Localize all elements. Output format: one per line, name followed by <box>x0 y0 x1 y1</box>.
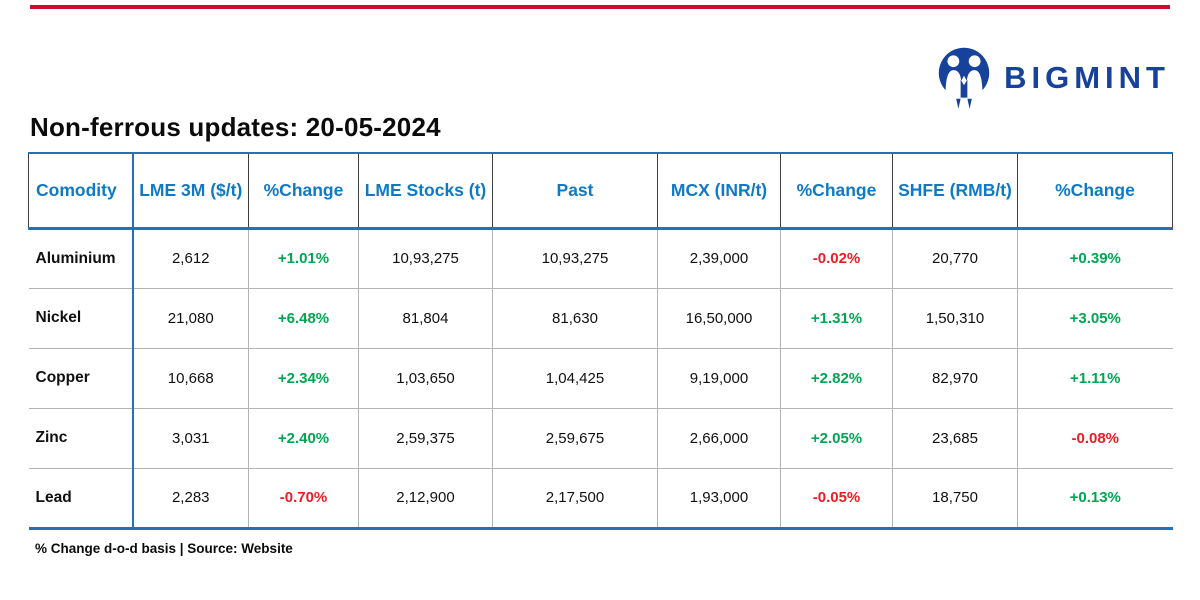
lme-change-value: -0.70% <box>248 467 359 530</box>
source-footnote: % Change d-o-d basis | Source: Website <box>35 541 293 556</box>
commodity-name: Copper <box>28 347 134 408</box>
lme3m-value: 10,668 <box>132 347 249 408</box>
brand-name: BIGMINT <box>1004 60 1170 95</box>
header-row: Comodity LME 3M ($/t) %Change LME Stocks… <box>28 152 1173 230</box>
lme-stocks-value: 2,59,375 <box>358 407 493 468</box>
mcx-value: 1,93,000 <box>657 467 781 530</box>
table-row: Nickel 21,080 +6.48% 81,804 81,630 16,50… <box>28 287 1173 348</box>
shfe-value: 20,770 <box>892 227 1018 288</box>
col-header-commodity: Comodity <box>28 152 134 230</box>
lme-change-value: +2.40% <box>248 407 359 468</box>
shfe-change-value: +0.13% <box>1017 467 1173 530</box>
bigmint-people-circle-icon <box>936 46 992 110</box>
shfe-change-value: +3.05% <box>1017 287 1173 348</box>
past-value: 2,59,675 <box>492 407 658 468</box>
past-value: 1,04,425 <box>492 347 658 408</box>
table-row: Zinc 3,031 +2.40% 2,59,375 2,59,675 2,66… <box>28 407 1173 468</box>
shfe-value: 1,50,310 <box>892 287 1018 348</box>
shfe-change-value: -0.08% <box>1017 407 1173 468</box>
top-accent-bar <box>30 5 1170 9</box>
prices-table-container: Comodity LME 3M ($/t) %Change LME Stocks… <box>28 152 1173 530</box>
col-header-shfe-change: %Change <box>1017 152 1173 230</box>
lme3m-value: 3,031 <box>132 407 249 468</box>
table-row: Aluminium 2,612 +1.01% 10,93,275 10,93,2… <box>28 227 1173 288</box>
shfe-value: 18,750 <box>892 467 1018 530</box>
lme-change-value: +6.48% <box>248 287 359 348</box>
mcx-change-value: -0.05% <box>780 467 893 530</box>
lme3m-value: 2,283 <box>132 467 249 530</box>
page-title: Non-ferrous updates: 20-05-2024 <box>30 112 441 142</box>
table-row: Copper 10,668 +2.34% 1,03,650 1,04,425 9… <box>28 347 1173 408</box>
col-header-lme-change: %Change <box>248 152 359 230</box>
col-header-lme3m: LME 3M ($/t) <box>132 152 249 230</box>
bigmint-logo: BIGMINT <box>936 46 1170 110</box>
mcx-change-value: +2.82% <box>780 347 893 408</box>
mcx-change-value: +1.31% <box>780 287 893 348</box>
col-header-past: Past <box>492 152 658 230</box>
col-header-lme-stocks: LME Stocks (t) <box>358 152 493 230</box>
mcx-change-value: -0.02% <box>780 227 893 288</box>
lme-change-value: +2.34% <box>248 347 359 408</box>
mcx-value: 9,19,000 <box>657 347 781 408</box>
commodity-name: Zinc <box>28 407 134 468</box>
shfe-change-value: +0.39% <box>1017 227 1173 288</box>
shfe-change-value: +1.11% <box>1017 347 1173 408</box>
shfe-value: 23,685 <box>892 407 1018 468</box>
mcx-change-value: +2.05% <box>780 407 893 468</box>
lme3m-value: 2,612 <box>132 227 249 288</box>
commodity-name: Lead <box>28 467 134 530</box>
mcx-value: 2,66,000 <box>657 407 781 468</box>
shfe-value: 82,970 <box>892 347 1018 408</box>
col-header-mcx: MCX (INR/t) <box>657 152 781 230</box>
lme-stocks-value: 2,12,900 <box>358 467 493 530</box>
past-value: 81,630 <box>492 287 658 348</box>
lme-stocks-value: 10,93,275 <box>358 227 493 288</box>
lme-stocks-value: 81,804 <box>358 287 493 348</box>
past-value: 2,17,500 <box>492 467 658 530</box>
col-header-shfe: SHFE (RMB/t) <box>892 152 1018 230</box>
prices-table: Comodity LME 3M ($/t) %Change LME Stocks… <box>28 152 1173 530</box>
table-row: Lead 2,283 -0.70% 2,12,900 2,17,500 1,93… <box>28 467 1173 530</box>
mcx-value: 2,39,000 <box>657 227 781 288</box>
lme-change-value: +1.01% <box>248 227 359 288</box>
lme-stocks-value: 1,03,650 <box>358 347 493 408</box>
mcx-value: 16,50,000 <box>657 287 781 348</box>
past-value: 10,93,275 <box>492 227 658 288</box>
commodity-name: Nickel <box>28 287 134 348</box>
col-header-mcx-change: %Change <box>780 152 893 230</box>
lme3m-value: 21,080 <box>132 287 249 348</box>
commodity-name: Aluminium <box>28 227 134 288</box>
